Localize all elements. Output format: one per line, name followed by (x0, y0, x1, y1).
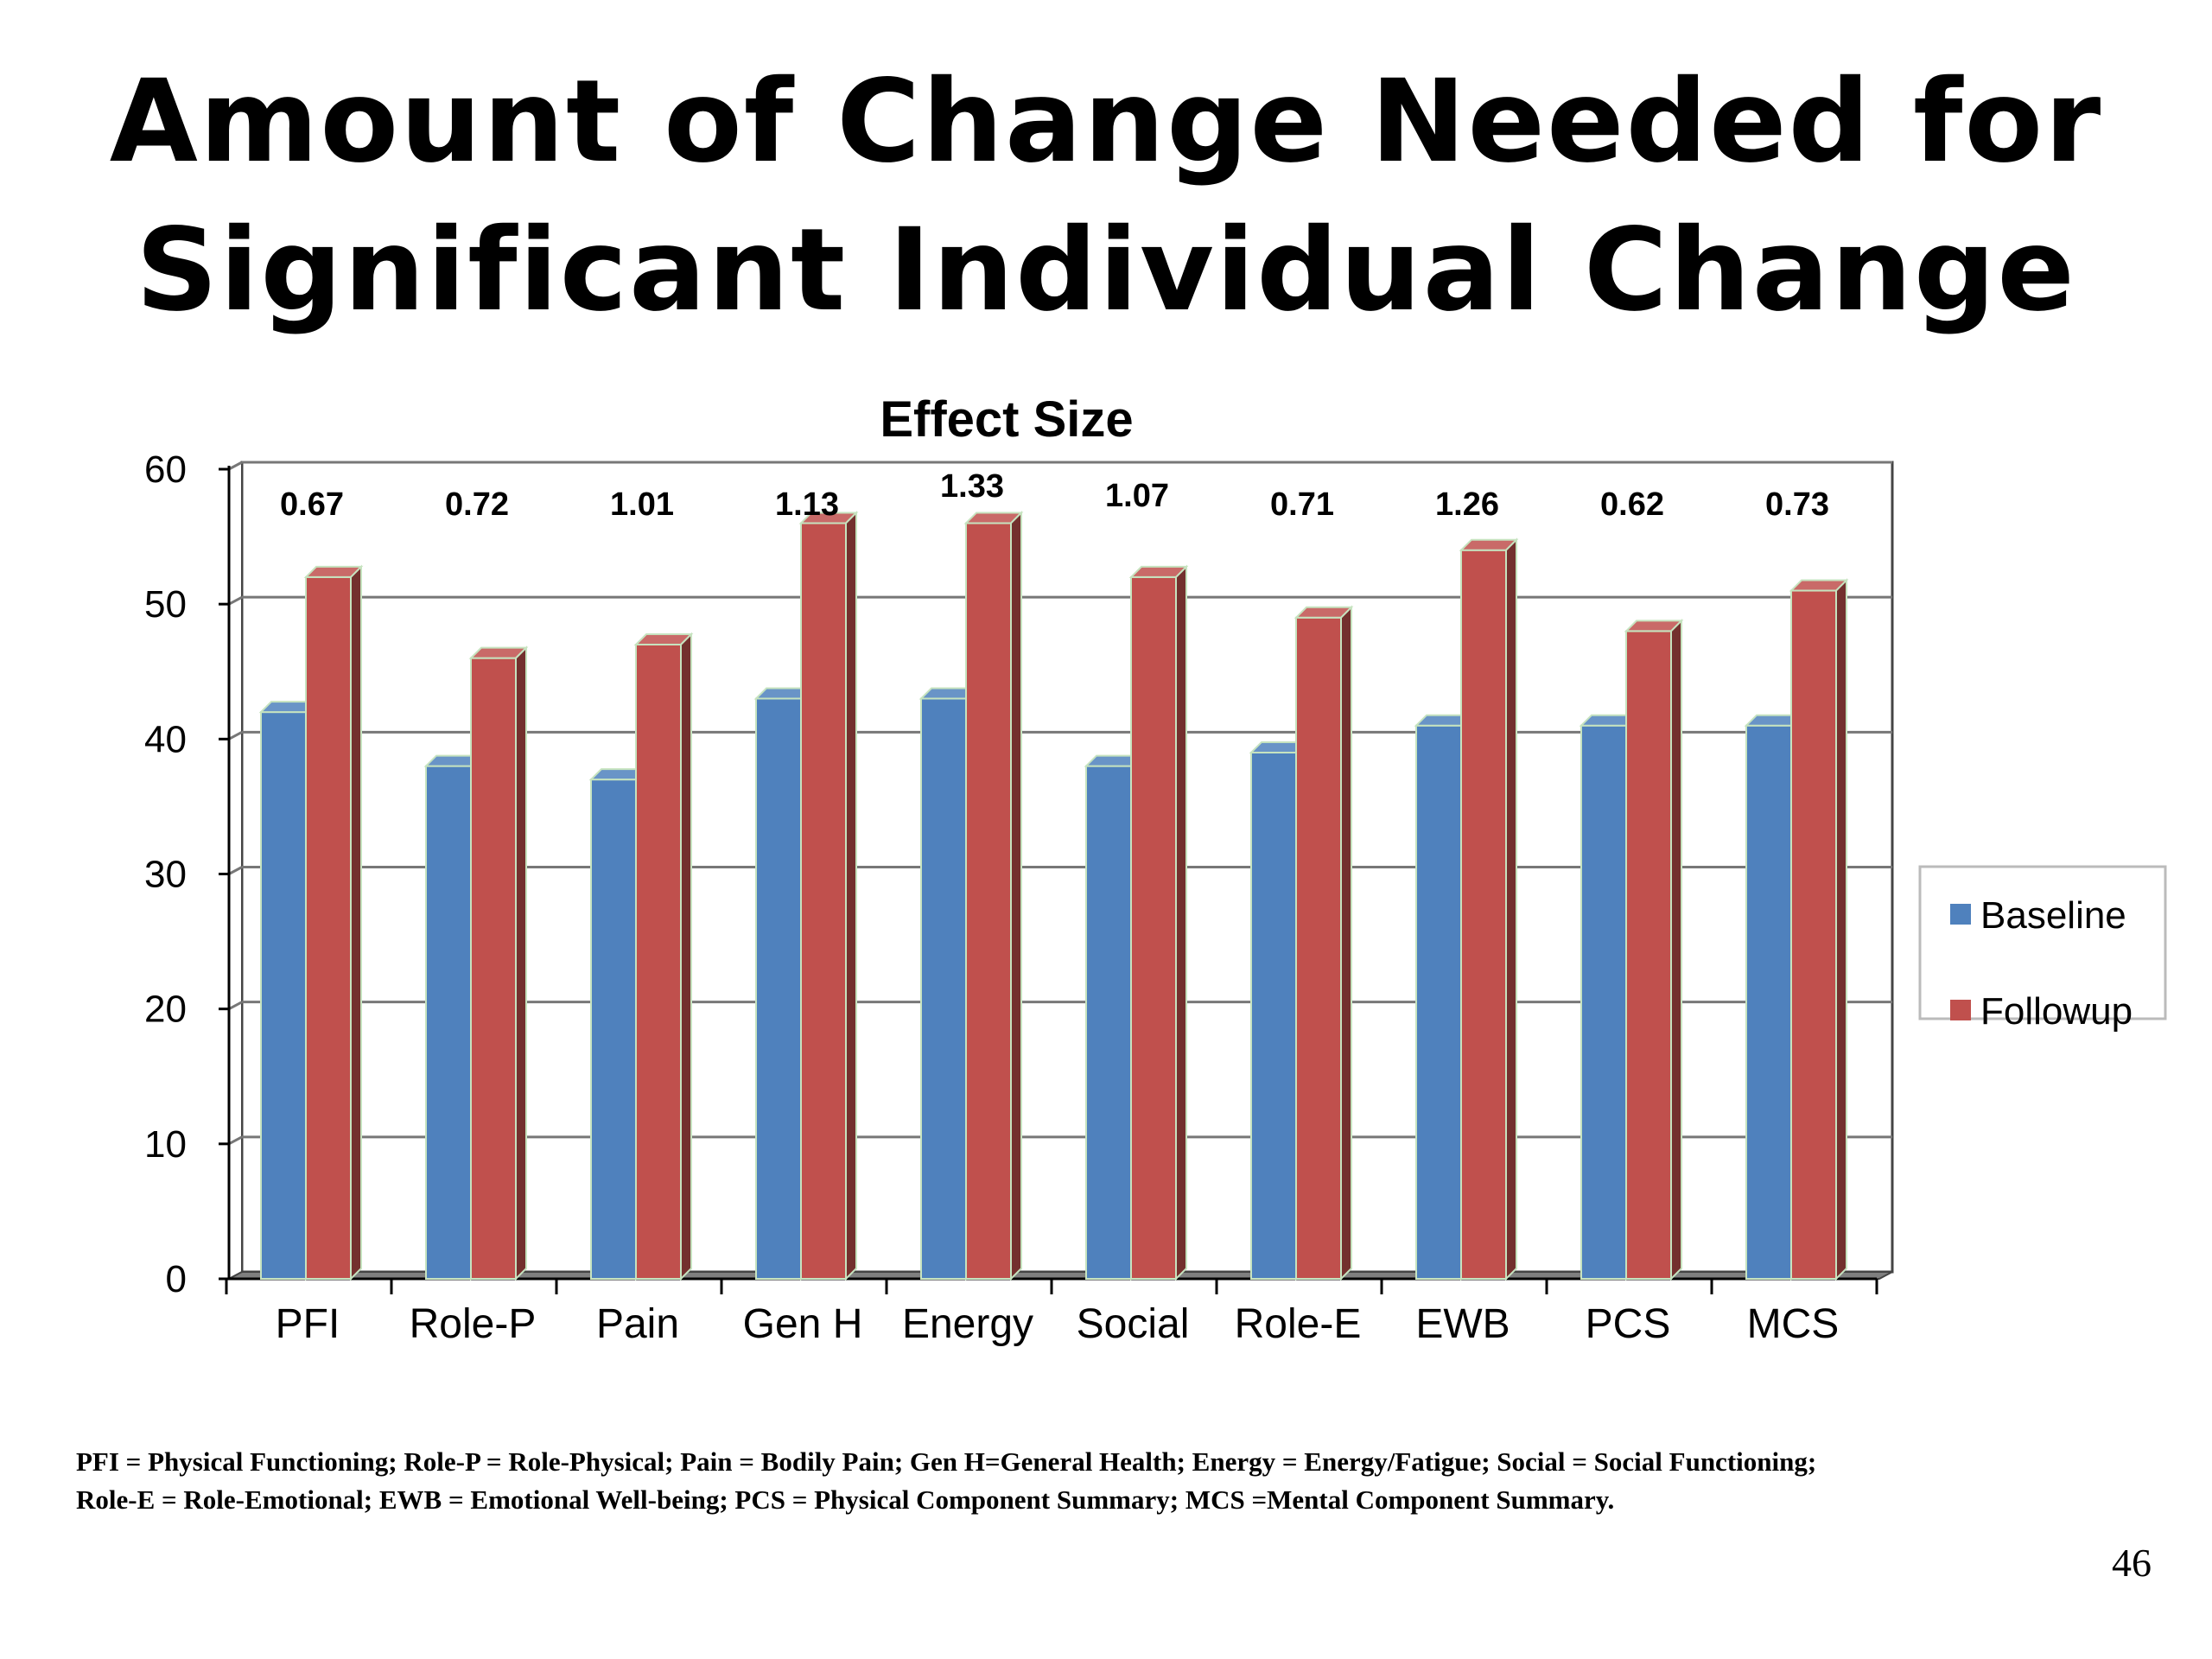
bar-front (470, 657, 517, 1280)
y-tick-label: 30 (144, 854, 187, 896)
gridline-depth (228, 866, 243, 875)
x-tick-label: Social (1077, 1301, 1190, 1347)
bar-side (515, 645, 527, 1281)
x-tick-label: Pain (596, 1301, 679, 1347)
bar-side (1670, 618, 1682, 1281)
legend-box (1918, 865, 2167, 1020)
gridline-depth (228, 1135, 243, 1146)
bar-side (350, 564, 362, 1281)
legend-label-baseline: Baseline (1980, 894, 2126, 937)
gridline-depth (228, 595, 243, 606)
bar-side (1010, 511, 1022, 1281)
bar-front (1250, 751, 1297, 1280)
x-tick-label: Energy (902, 1301, 1033, 1347)
x-tick-label: Role-P (410, 1301, 537, 1347)
y-tick-label: 20 (144, 988, 187, 1031)
bar-front (1415, 724, 1462, 1280)
bar-front (1790, 589, 1837, 1280)
gridline-depth (228, 461, 243, 471)
bar-front (305, 575, 352, 1280)
x-tick-label: MCS (1747, 1301, 1840, 1347)
bar-front (590, 779, 637, 1280)
bar-side (680, 632, 692, 1281)
bar-front (1460, 549, 1507, 1280)
bar-side (1835, 578, 1847, 1281)
bar-front (755, 697, 802, 1280)
data-label: 1.13 (775, 486, 839, 523)
x-tick-label: EWB (1415, 1301, 1510, 1347)
data-label: 0.72 (445, 486, 509, 523)
gridline-depth (228, 731, 243, 741)
data-label: 0.67 (280, 486, 344, 523)
data-label: 0.62 (1600, 486, 1664, 523)
bar-front (1580, 724, 1627, 1280)
footnote-line-1: PFI = Physical Functioning; Role-P = Rol… (76, 1446, 1817, 1477)
y-tick-label: 50 (144, 583, 187, 626)
abbreviations-footnote: PFI = Physical Functioning; Role-P = Rol… (76, 1443, 2150, 1519)
slide-title-line-2: Significant Individual Change (136, 204, 2076, 337)
legend-label-followup: Followup (1980, 990, 2133, 1033)
bar-front (1085, 765, 1132, 1280)
legend-swatch-followup (1950, 1000, 1971, 1020)
x-tick-label: PCS (1586, 1301, 1671, 1347)
bar-followup-role-p (468, 645, 529, 1281)
x-tick-label: Gen H (743, 1301, 863, 1347)
y-tick-label: 60 (144, 448, 187, 491)
data-label: 0.71 (1270, 486, 1334, 523)
bar-followup-social (1128, 564, 1189, 1281)
effect-size-chart: Effect Size 0 10 20 30 40 50 60 PFI Role-P Pain Ge… (144, 391, 2167, 1347)
x-tick-label: Role-E (1235, 1301, 1362, 1347)
chart-title: Effect Size (880, 391, 1133, 448)
bar-front (1625, 630, 1672, 1280)
legend-swatch-baseline (1950, 904, 1971, 925)
gridline-depth (228, 1001, 243, 1010)
data-label: 1.07 (1105, 478, 1169, 514)
y-tick-label: 40 (144, 718, 187, 760)
y-tick-label: 10 (144, 1123, 187, 1166)
bar-followup-energy (963, 511, 1024, 1281)
slide-title-line-1: Amount of Change Needed for (109, 55, 2103, 188)
bar-front (1745, 724, 1792, 1280)
data-label: 1.33 (940, 468, 1004, 505)
bar-followup-pain (633, 632, 694, 1281)
footnote-line-2: Role-E = Role-Emotional; EWB = Emotional… (76, 1484, 1615, 1515)
page-number: 46 (2112, 1541, 2152, 1585)
bar-followup-pfi (303, 564, 364, 1281)
bar-front (1295, 616, 1342, 1280)
bar-front (260, 711, 307, 1280)
slide-title: Amount of Change Needed for Significant … (0, 48, 2212, 345)
bar-front (635, 644, 682, 1280)
bar-front (800, 522, 847, 1280)
data-label: 1.01 (610, 486, 674, 523)
bar-side (1505, 537, 1517, 1281)
bar-followup-pcs (1624, 618, 1684, 1281)
bar-followup-mcs (1789, 578, 1849, 1281)
bar-followup-gen-h (798, 511, 859, 1281)
bar-front (965, 522, 1012, 1280)
bar-front (1130, 575, 1177, 1280)
bar-followup-role-e (1294, 605, 1354, 1281)
bar-front (425, 765, 472, 1280)
bar-side (1175, 564, 1187, 1281)
bar-followup-ewb (1459, 537, 1519, 1281)
x-tick-label: PFI (276, 1301, 340, 1347)
bar-side (1340, 605, 1352, 1281)
bar-front (920, 697, 967, 1280)
bar-side (845, 511, 857, 1281)
data-label: 1.26 (1435, 486, 1499, 523)
y-tick-label: 0 (166, 1258, 187, 1300)
data-label: 0.73 (1765, 486, 1829, 523)
